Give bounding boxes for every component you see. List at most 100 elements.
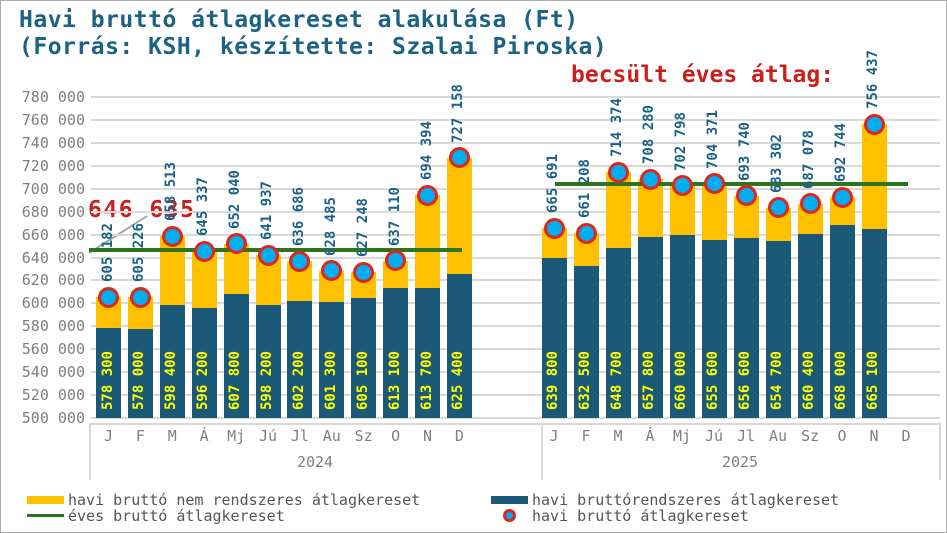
total-value-label: 692 744 bbox=[833, 123, 849, 183]
regular-value-label: 613 100 bbox=[386, 350, 403, 410]
total-value-label: 628 485 bbox=[322, 196, 339, 256]
month-label: Au bbox=[768, 427, 788, 445]
nonregular-swatch-icon bbox=[27, 495, 64, 504]
monthly-average-dot bbox=[98, 286, 119, 308]
annual-average-line-2025 bbox=[555, 182, 908, 187]
month-label: Jl bbox=[736, 427, 756, 445]
bar-regular-2024-O bbox=[383, 288, 409, 418]
gridline bbox=[91, 118, 940, 121]
regular-value-label: 665 100 bbox=[865, 350, 881, 410]
monthly-average-dot bbox=[321, 260, 343, 282]
monthly-average-dot bbox=[767, 197, 789, 219]
month-label: Á bbox=[199, 427, 209, 445]
total-value-label: 687 078 bbox=[801, 129, 817, 189]
bar-nonregular-2024-M bbox=[159, 236, 185, 306]
month-label: Sz bbox=[354, 427, 373, 445]
bar-regular-2024-Jl bbox=[287, 300, 313, 418]
regular-value-label: 632 500 bbox=[577, 350, 593, 410]
legend-column-right: havi bruttórendszeres átlagkereset havi … bbox=[491, 491, 839, 525]
regular-value-label: 601 300 bbox=[322, 350, 339, 410]
gridline bbox=[91, 325, 940, 328]
regular-value-label: 578 000 bbox=[131, 350, 148, 410]
y-tick-label: 540 000 bbox=[21, 363, 85, 382]
bar-regular-2025-O bbox=[829, 225, 855, 418]
x-axis-line bbox=[89, 423, 940, 425]
gridline bbox=[91, 394, 940, 397]
total-value-label: 645 337 bbox=[195, 177, 212, 237]
monthly-dot-swatch-icon bbox=[503, 509, 516, 522]
regular-value-label: 578 300 bbox=[99, 350, 116, 410]
bar-regular-2024-M bbox=[159, 305, 185, 418]
bar-regular-2025-Jl bbox=[733, 238, 759, 418]
total-value-label: 605 226 bbox=[131, 223, 148, 283]
monthly-average-dot bbox=[353, 261, 375, 283]
bar-regular-2025-J bbox=[541, 257, 567, 418]
month-label: J bbox=[103, 427, 114, 445]
month-label: O bbox=[391, 427, 401, 445]
regular-value-label: 660 400 bbox=[801, 350, 817, 410]
total-value-label: 727 158 bbox=[450, 83, 467, 143]
total-value-label: 661 208 bbox=[577, 159, 593, 219]
month-label: N bbox=[422, 427, 433, 445]
annual-line-swatch-icon bbox=[27, 514, 64, 517]
regular-value-label: 625 400 bbox=[450, 350, 467, 410]
legend-item-annual: éves bruttó átlagkereset bbox=[27, 506, 420, 525]
total-value-label: 641 937 bbox=[259, 181, 275, 241]
axis-divider-mid bbox=[541, 423, 543, 480]
bar-regular-2025-F bbox=[573, 266, 599, 418]
bar-regular-2024-J bbox=[96, 328, 121, 418]
monthly-average-dot bbox=[799, 193, 821, 215]
legend-column-left: havi bruttó nem rendszeres átlagkereset … bbox=[27, 491, 420, 525]
total-value-label: 714 374 bbox=[609, 98, 625, 158]
regular-value-label: 605 100 bbox=[354, 350, 371, 410]
month-label: Jú bbox=[258, 427, 278, 445]
monthly-average-dot bbox=[385, 250, 407, 272]
regular-value-label: 657 800 bbox=[641, 350, 657, 410]
monthly-average-dot bbox=[639, 168, 661, 190]
monthly-average-dot bbox=[448, 147, 470, 169]
year-label: 2025 bbox=[721, 453, 759, 471]
monthly-average-dot bbox=[257, 244, 279, 266]
bar-regular-2024-Á bbox=[191, 307, 217, 418]
month-label: D bbox=[454, 427, 464, 445]
month-label: M bbox=[167, 427, 177, 445]
y-tick-label: 500 000 bbox=[21, 409, 85, 427]
month-label: F bbox=[581, 427, 591, 445]
regular-value-label: 648 700 bbox=[609, 350, 625, 410]
bar-regular-2024-Jú bbox=[255, 305, 281, 418]
bar-regular-2025-Jú bbox=[701, 239, 727, 418]
bar-nonregular-2024-N bbox=[415, 195, 440, 288]
gridline bbox=[91, 96, 940, 98]
gridline bbox=[91, 371, 940, 374]
monthly-average-dot bbox=[671, 175, 693, 196]
monthly-average-dot bbox=[735, 185, 757, 207]
total-value-label: 708 280 bbox=[641, 105, 657, 165]
estimated-annual-average-annotation: becsült éves átlag: bbox=[571, 62, 835, 88]
y-tick-label: 680 000 bbox=[21, 202, 85, 221]
regular-value-label: 602 200 bbox=[290, 350, 307, 410]
gridline bbox=[91, 417, 940, 419]
total-value-label: 652 040 bbox=[227, 169, 244, 229]
year-label: 2024 bbox=[296, 453, 334, 471]
total-value-label: 756 437 bbox=[865, 50, 881, 110]
total-value-label: 665 691 bbox=[545, 154, 561, 214]
regular-value-label: 598 400 bbox=[163, 350, 180, 410]
month-label: Jú bbox=[704, 427, 724, 445]
y-tick-label: 740 000 bbox=[21, 133, 85, 152]
y-tick-label: 580 000 bbox=[21, 317, 85, 336]
regular-value-label: 656 600 bbox=[737, 350, 753, 410]
bar-nonregular-2025-N bbox=[861, 124, 887, 229]
regular-value-label: 655 600 bbox=[705, 350, 721, 410]
month-label: O bbox=[837, 427, 847, 445]
total-value-label: 627 248 bbox=[354, 198, 371, 258]
total-value-label: 693 740 bbox=[737, 121, 753, 181]
total-value-label: 704 371 bbox=[705, 109, 721, 169]
total-value-label: 694 394 bbox=[418, 121, 435, 181]
monthly-average-dot bbox=[831, 186, 853, 208]
legend-label-annual: éves bruttó átlagkereset bbox=[68, 506, 285, 525]
gridline bbox=[91, 279, 940, 282]
monthly-average-dot bbox=[575, 222, 597, 244]
monthly-average-dot bbox=[225, 233, 247, 255]
bar-regular-2025-Au bbox=[765, 240, 791, 418]
